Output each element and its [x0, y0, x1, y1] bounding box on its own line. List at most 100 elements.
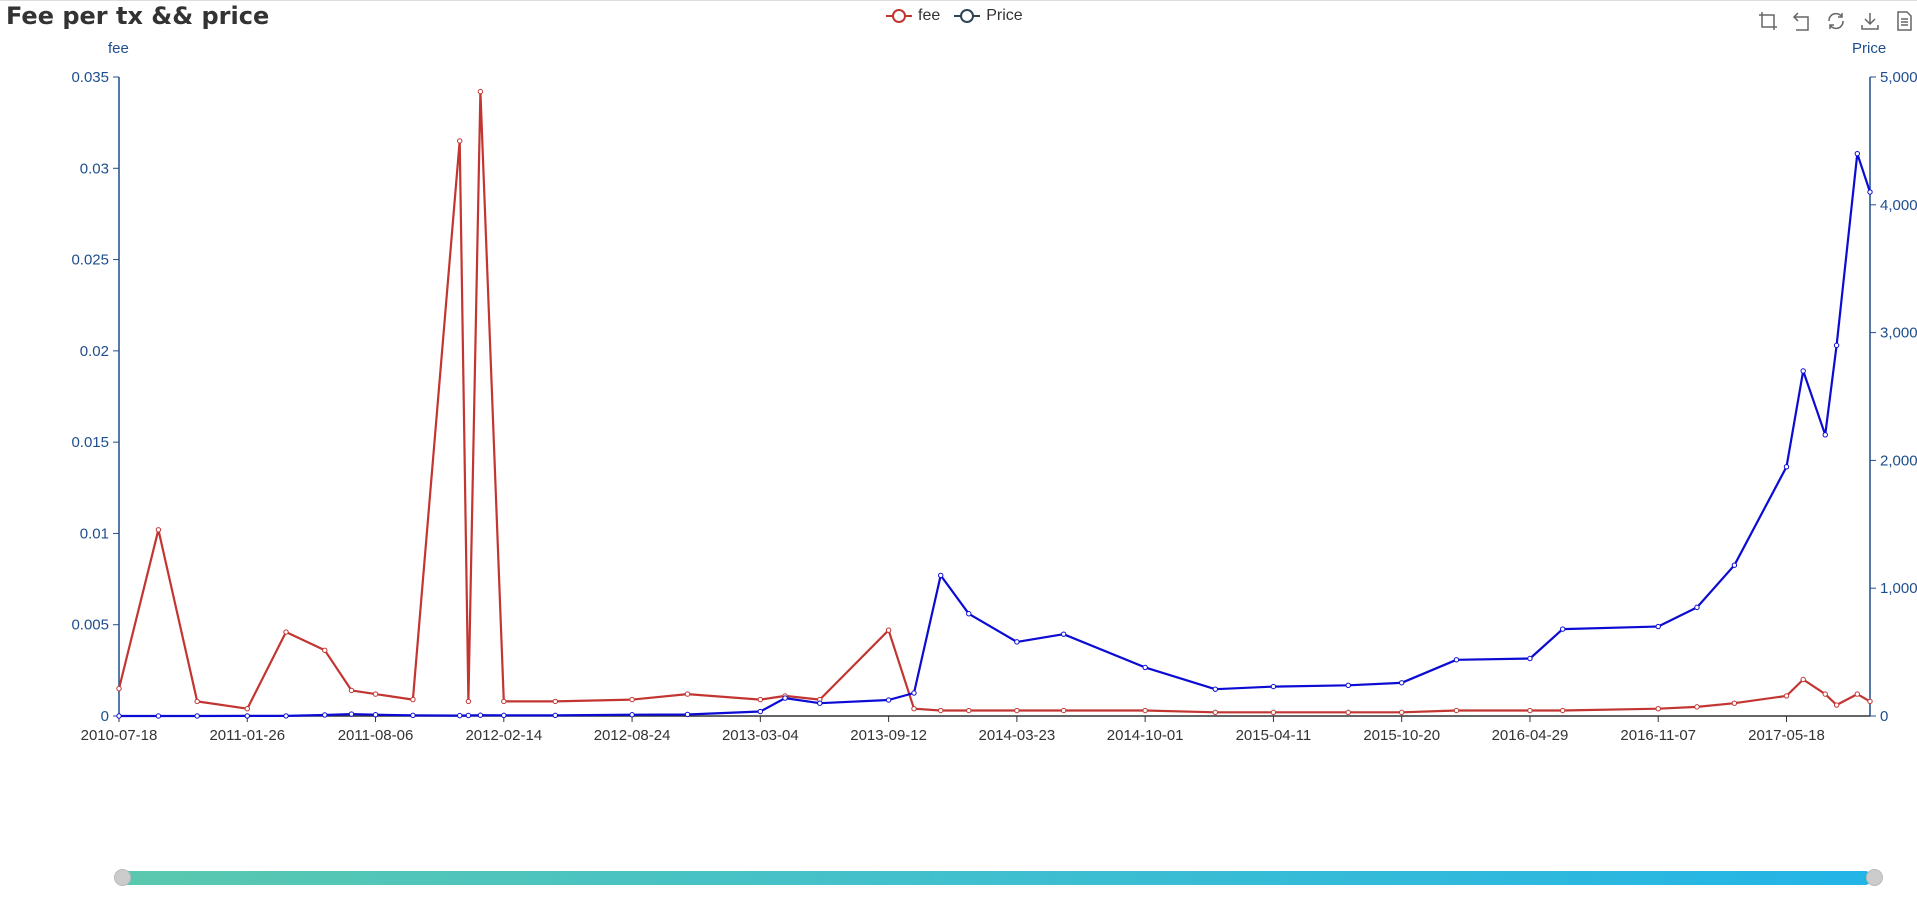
data-point-fee	[1014, 707, 1020, 714]
data-point-price	[501, 712, 507, 719]
y-right-tick-label: 3,000	[1880, 325, 1917, 342]
data-point-price	[155, 713, 162, 719]
legend-label-fee: fee	[918, 7, 941, 24]
data-point-price	[348, 711, 355, 717]
data-point-fee	[244, 705, 250, 712]
data-point-price	[1822, 432, 1828, 438]
data-point-fee	[1060, 707, 1067, 714]
download-icon[interactable]	[1857, 8, 1883, 34]
legend-item-price[interactable]: Price	[954, 7, 1023, 25]
data-point-price	[1527, 655, 1533, 662]
x-tick-label: 2015-04-11	[1236, 727, 1312, 744]
data-point-fee	[501, 698, 507, 705]
data-point-fee	[283, 629, 289, 635]
data-point-fee	[477, 88, 484, 95]
data-point-price	[1655, 623, 1661, 630]
data-point-fee	[1345, 709, 1351, 716]
data-point-fee	[1142, 707, 1148, 714]
legend-item-fee[interactable]: fee	[886, 7, 940, 25]
data-point-price	[116, 713, 122, 719]
y-right-tick-label: 0	[1880, 708, 1888, 725]
data-point-fee	[457, 138, 463, 144]
data-point-price	[684, 711, 691, 718]
data-point-fee	[966, 707, 972, 714]
data-point-fee	[1731, 700, 1738, 706]
zoom-reset-icon[interactable]	[1789, 8, 1815, 34]
data-point-fee	[116, 685, 122, 692]
data-point-price	[885, 697, 892, 703]
x-tick-label: 2013-09-12	[850, 727, 927, 744]
x-tick-label: 2014-03-23	[979, 727, 1056, 744]
zoom-icon[interactable]	[1755, 8, 1781, 34]
data-point-price	[477, 712, 484, 718]
data-point-price	[1731, 562, 1738, 568]
x-tick-label: 2012-02-14	[465, 727, 542, 744]
data-point-price	[966, 611, 972, 617]
x-tick-label: 2011-08-06	[338, 727, 414, 744]
data-point-price	[1800, 368, 1806, 374]
data-point-fee	[629, 696, 635, 703]
data-point-fee	[1270, 709, 1277, 716]
y-right-tick-label: 4,000	[1880, 197, 1917, 214]
data-point-price	[1867, 189, 1873, 195]
data-point-price	[1694, 604, 1700, 611]
series-line-price	[119, 152, 1872, 718]
data-point-fee	[1783, 693, 1790, 699]
data-point-price	[457, 712, 463, 719]
data-point-price	[817, 700, 823, 706]
y-left-tick-label: 0.01	[80, 525, 109, 542]
x-tick-label: 2016-11-07	[1620, 727, 1696, 744]
data-point-fee	[684, 691, 691, 697]
data-point-price	[1854, 150, 1861, 157]
data-point-price	[629, 712, 635, 718]
y-left-tick-label: 0.025	[71, 252, 109, 269]
datazoom-start-handle[interactable]	[114, 869, 131, 886]
data-point-fee	[911, 705, 917, 712]
y-left-tick-label: 0.015	[71, 434, 109, 451]
data-point-fee	[1527, 707, 1533, 714]
x-tick-label: 2010-07-18	[81, 727, 158, 744]
data-point-fee	[1694, 704, 1700, 710]
data-point-fee	[194, 698, 200, 705]
y-right-tick-label: 2,000	[1880, 452, 1917, 469]
data-point-fee	[1800, 676, 1806, 683]
datazoom-slider[interactable]	[120, 871, 1872, 885]
data-view-icon[interactable]	[1891, 8, 1917, 34]
x-tick-label: 2011-01-26	[209, 727, 285, 744]
data-point-price	[372, 712, 379, 718]
data-point-fee	[155, 527, 162, 533]
data-point-price	[1014, 639, 1020, 645]
data-point-fee	[1833, 702, 1840, 708]
data-point-fee	[552, 698, 558, 705]
x-tick-label: 2017-05-18	[1748, 727, 1825, 744]
data-point-price	[1060, 631, 1067, 637]
legend: fee Price	[886, 4, 1023, 28]
legend-label-price: Price	[986, 7, 1023, 24]
data-point-price	[1345, 682, 1351, 689]
data-point-price	[194, 713, 200, 719]
data-point-price	[911, 690, 917, 696]
data-point-price	[938, 572, 944, 579]
data-point-price	[1559, 626, 1566, 632]
x-tick-label: 2012-08-24	[594, 727, 671, 744]
restore-icon[interactable]	[1823, 8, 1849, 34]
data-point-fee	[938, 707, 944, 714]
data-point-fee	[1559, 707, 1566, 714]
data-point-fee	[885, 627, 892, 633]
data-point-price	[244, 713, 250, 719]
data-point-price	[1270, 683, 1277, 690]
data-point-fee	[1655, 705, 1661, 712]
datazoom-end-handle[interactable]	[1866, 869, 1883, 886]
data-point-price	[410, 712, 416, 719]
data-point-price	[1833, 342, 1840, 349]
data-point-price	[283, 713, 289, 719]
data-point-fee	[1867, 698, 1873, 705]
data-point-fee	[1398, 709, 1405, 716]
series-line-fee	[117, 90, 1871, 714]
toolbox	[1755, 8, 1917, 34]
x-tick-label: 2013-03-04	[722, 727, 799, 744]
data-point-price	[552, 712, 558, 719]
data-point-fee	[1822, 691, 1828, 697]
data-point-price	[1398, 680, 1405, 686]
